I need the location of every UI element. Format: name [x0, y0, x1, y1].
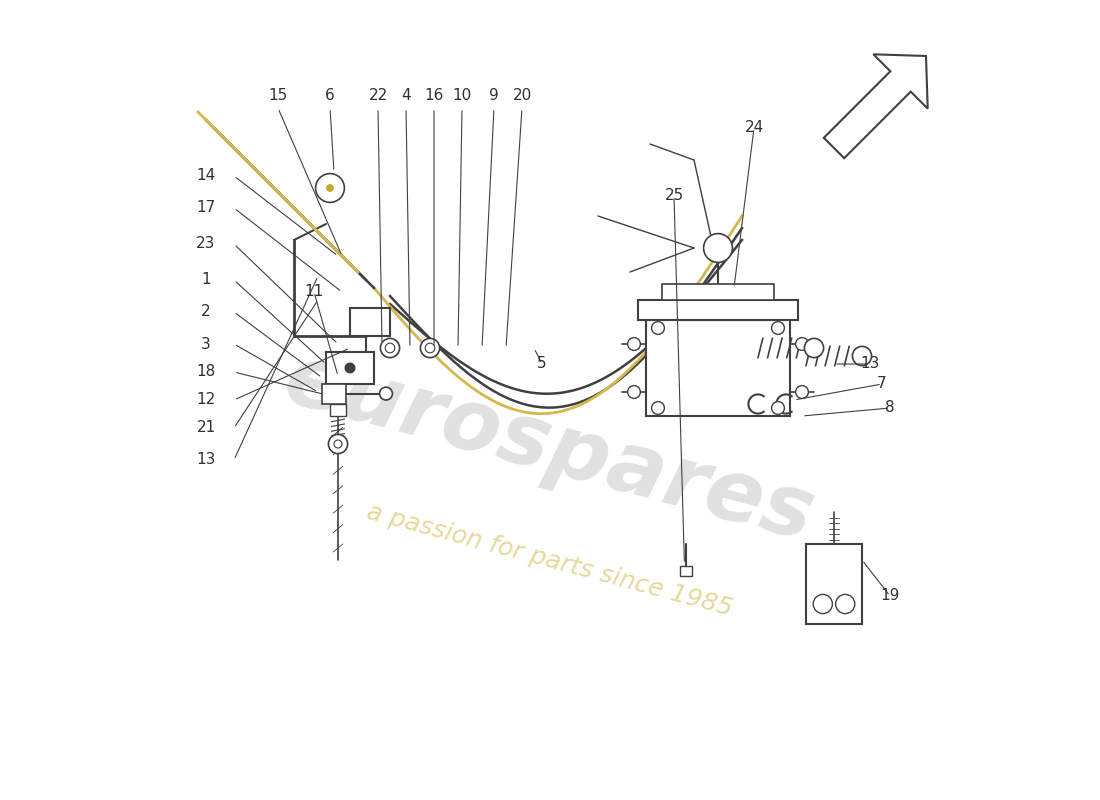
FancyBboxPatch shape [638, 300, 798, 320]
Text: 14: 14 [197, 169, 216, 183]
Text: 4: 4 [402, 89, 410, 103]
Text: 22: 22 [368, 89, 387, 103]
Circle shape [704, 234, 733, 262]
Text: 19: 19 [880, 589, 900, 603]
Text: 23: 23 [196, 237, 216, 251]
Polygon shape [824, 54, 927, 158]
FancyArrow shape [835, 56, 922, 143]
Circle shape [316, 174, 344, 202]
Circle shape [420, 338, 440, 358]
Text: 18: 18 [197, 365, 216, 379]
Circle shape [334, 440, 342, 448]
Text: 1: 1 [201, 273, 211, 287]
Text: 10: 10 [452, 89, 472, 103]
Circle shape [852, 346, 871, 366]
Text: 9: 9 [490, 89, 499, 103]
Circle shape [813, 594, 833, 614]
Circle shape [426, 343, 434, 353]
Text: eurospares: eurospares [276, 338, 824, 558]
Text: 12: 12 [197, 393, 216, 407]
Text: 25: 25 [664, 189, 683, 203]
FancyBboxPatch shape [330, 404, 346, 416]
Text: 5: 5 [537, 357, 547, 371]
Text: 20: 20 [513, 89, 531, 103]
Circle shape [771, 402, 784, 414]
Circle shape [795, 386, 808, 398]
FancyBboxPatch shape [680, 566, 692, 576]
Circle shape [345, 363, 355, 373]
Circle shape [381, 338, 399, 358]
Circle shape [385, 343, 395, 353]
Circle shape [628, 386, 640, 398]
FancyBboxPatch shape [806, 544, 862, 624]
Text: 13: 13 [196, 453, 216, 467]
FancyBboxPatch shape [326, 352, 374, 384]
Text: 15: 15 [268, 89, 287, 103]
Circle shape [628, 338, 640, 350]
Circle shape [771, 322, 784, 334]
FancyBboxPatch shape [662, 284, 774, 300]
Circle shape [651, 322, 664, 334]
FancyBboxPatch shape [646, 320, 790, 416]
Circle shape [379, 387, 393, 400]
Circle shape [836, 594, 855, 614]
Circle shape [327, 185, 333, 191]
Circle shape [651, 402, 664, 414]
Text: 7: 7 [877, 377, 887, 391]
Text: 16: 16 [425, 89, 443, 103]
Text: 17: 17 [197, 201, 216, 215]
Text: 21: 21 [197, 421, 216, 435]
Circle shape [795, 338, 808, 350]
Text: 8: 8 [886, 401, 894, 415]
FancyBboxPatch shape [322, 384, 346, 404]
Circle shape [329, 434, 348, 454]
FancyBboxPatch shape [350, 308, 390, 336]
Text: 13: 13 [860, 357, 880, 371]
Text: 11: 11 [305, 285, 323, 299]
Text: 3: 3 [201, 337, 211, 351]
Text: 6: 6 [326, 89, 334, 103]
Text: 24: 24 [745, 121, 763, 135]
Circle shape [804, 338, 824, 358]
Text: a passion for parts since 1985: a passion for parts since 1985 [364, 499, 736, 621]
Text: 2: 2 [201, 305, 211, 319]
